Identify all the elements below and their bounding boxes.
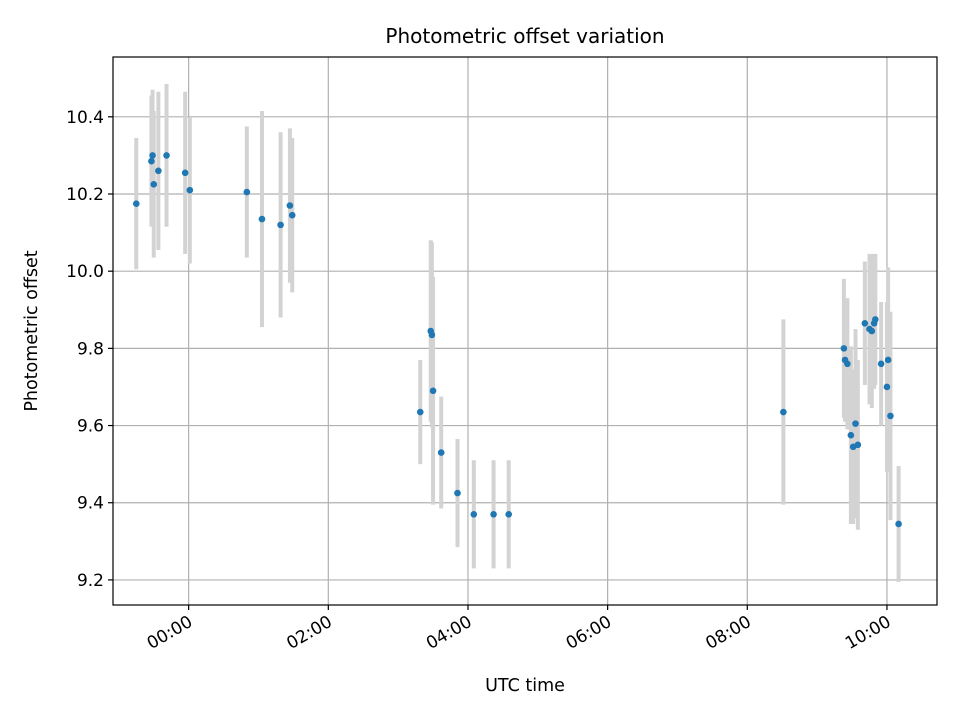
- data-point: [840, 345, 848, 352]
- data-point: [149, 152, 156, 159]
- data-point: [132, 200, 140, 207]
- data-point: [258, 215, 266, 223]
- data-point: [861, 319, 869, 327]
- x-axis-label: UTC time: [485, 676, 565, 696]
- data-point: [288, 211, 296, 219]
- y-tick-label: 9.2: [77, 571, 104, 591]
- y-tick-label: 10.0: [66, 262, 104, 282]
- data-point: [416, 408, 424, 416]
- data-point: [844, 360, 851, 368]
- marker-layer: [132, 152, 902, 528]
- data-point: [877, 360, 885, 368]
- data-point: [852, 420, 859, 427]
- data-point: [887, 412, 894, 420]
- data-point: [150, 181, 158, 188]
- y-tick-label: 10.2: [66, 185, 104, 205]
- data-point: [428, 331, 436, 339]
- data-point: [429, 387, 437, 395]
- data-point: [883, 383, 891, 391]
- data-point: [454, 489, 461, 497]
- y-tick-label: 9.8: [77, 339, 104, 359]
- data-point: [148, 157, 155, 165]
- y-tick-label: 9.4: [77, 494, 104, 514]
- data-point: [470, 511, 478, 518]
- data-point: [155, 167, 162, 175]
- chart-title: Photometric offset variation: [385, 24, 664, 48]
- data-point: [277, 221, 284, 229]
- data-point: [243, 188, 251, 196]
- data-point: [780, 408, 787, 416]
- data-point: [181, 169, 189, 177]
- data-point: [505, 511, 513, 518]
- data-point: [895, 520, 902, 528]
- data-point: [854, 441, 862, 449]
- data-point: [286, 202, 294, 209]
- data-point: [437, 449, 445, 456]
- data-point: [163, 152, 170, 159]
- data-point: [872, 316, 879, 323]
- y-tick-label: 10.4: [66, 108, 104, 128]
- y-axis-label: Photometric offset: [22, 250, 42, 411]
- y-tick-label: 9.6: [77, 417, 104, 437]
- data-point: [884, 356, 892, 364]
- data-point: [186, 186, 194, 194]
- data-point: [847, 431, 855, 439]
- axes-frame: [112, 56, 938, 606]
- plot-area: [112, 56, 938, 606]
- data-point: [868, 327, 876, 335]
- data-point: [490, 511, 497, 518]
- y-axis: 9.2 9.4 9.6 9.8 10.0 10.2 10.4: [66, 108, 113, 591]
